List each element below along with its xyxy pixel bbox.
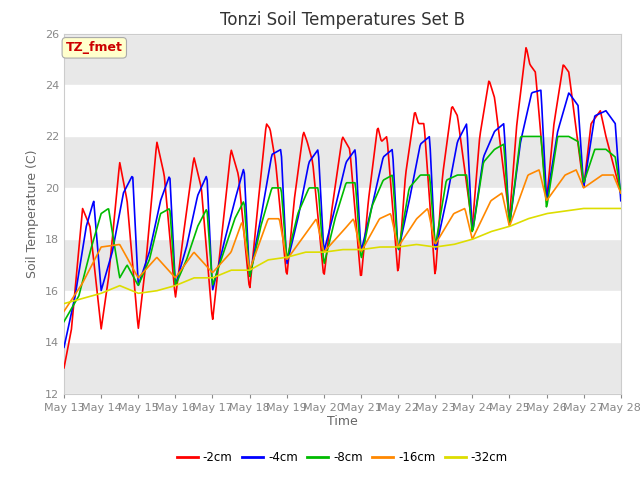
-4cm [479, 156, 487, 161]
Title: Tonzi Soil Temperatures Set B: Tonzi Soil Temperatures Set B [220, 11, 465, 29]
-32cm [60, 300, 68, 306]
Text: TZ_fmet: TZ_fmet [66, 41, 123, 54]
Legend: -2cm, -4cm, -8cm, -16cm, -32cm: -2cm, -4cm, -8cm, -16cm, -32cm [172, 446, 513, 469]
-16cm [432, 240, 440, 246]
-8cm [518, 133, 525, 139]
Bar [64, 240, 621, 291]
-4cm [312, 150, 320, 156]
-8cm [432, 240, 440, 246]
Bar [64, 34, 621, 85]
-32cm [312, 249, 320, 255]
-8cm [388, 172, 396, 178]
Line: -32cm: -32cm [64, 208, 621, 303]
-2cm [312, 192, 320, 198]
-16cm [479, 214, 487, 219]
-32cm [617, 205, 625, 211]
-2cm [432, 266, 440, 272]
-32cm [479, 232, 487, 238]
-16cm [204, 264, 211, 270]
-16cm [312, 216, 320, 222]
Bar [64, 342, 621, 394]
-2cm [479, 112, 487, 118]
-2cm [617, 190, 625, 196]
-16cm [159, 261, 166, 266]
-8cm [312, 185, 320, 191]
-2cm [159, 165, 166, 170]
-2cm [204, 255, 211, 261]
-32cm [432, 244, 440, 250]
-4cm [60, 345, 68, 350]
-4cm [432, 246, 440, 252]
-4cm [204, 177, 211, 183]
-32cm [159, 286, 166, 292]
-4cm [617, 198, 625, 204]
-4cm [537, 87, 545, 93]
-16cm [617, 190, 625, 196]
-16cm [572, 167, 580, 173]
-8cm [617, 190, 625, 196]
-16cm [60, 309, 68, 314]
-32cm [204, 275, 211, 281]
Bar [64, 136, 621, 188]
Line: -2cm: -2cm [64, 48, 621, 368]
-32cm [388, 244, 396, 250]
-2cm [522, 45, 530, 51]
Line: -4cm: -4cm [64, 90, 621, 348]
-8cm [204, 209, 211, 215]
Y-axis label: Soil Temperature (C): Soil Temperature (C) [26, 149, 39, 278]
-8cm [479, 161, 487, 167]
X-axis label: Time: Time [327, 415, 358, 429]
-2cm [388, 198, 396, 204]
-4cm [159, 192, 166, 198]
Line: -16cm: -16cm [64, 170, 621, 312]
-2cm [60, 365, 68, 371]
-4cm [388, 147, 396, 153]
-32cm [580, 205, 588, 211]
-8cm [60, 319, 68, 324]
-8cm [159, 210, 166, 216]
-16cm [388, 217, 396, 223]
Line: -8cm: -8cm [64, 136, 621, 322]
